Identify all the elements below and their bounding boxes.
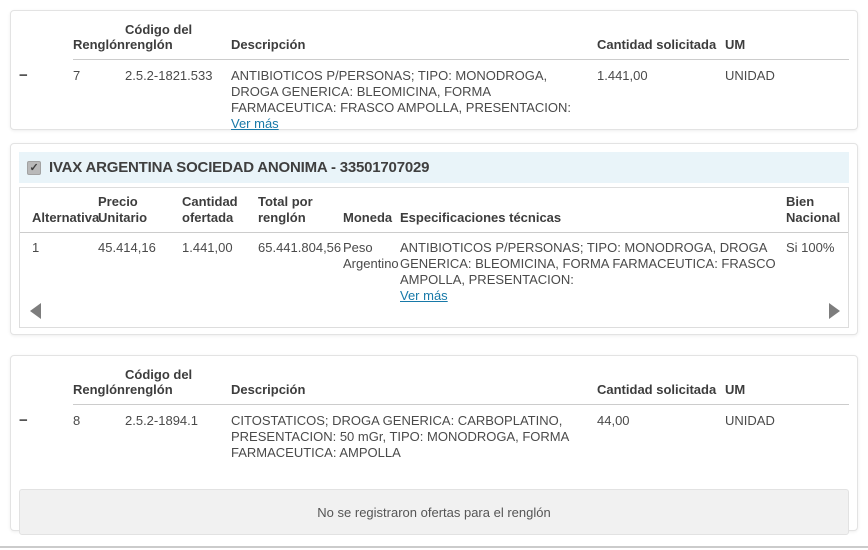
descripcion-text: ANTIBIOTICOS P/PERSONAS; TIPO: MONODROGA…	[231, 68, 571, 115]
table-row: 1 45.414,16 1.441,00 65.441.804,56 Peso …	[20, 233, 848, 305]
oferta-table-container: Alternativa Precio Unitario Cantidad ofe…	[19, 187, 849, 328]
col-header-descripcion: Descripción	[231, 361, 597, 405]
cell-cantidad: 44,00	[597, 413, 630, 428]
scroll-left-arrow-icon[interactable]	[30, 303, 41, 319]
no-offers-message-box: No se registraron ofertas para el rengló…	[19, 489, 849, 535]
renglon-8-table: Renglón Código del renglón Descripción C…	[19, 361, 849, 461]
col-header-um: UM	[725, 361, 849, 405]
cell-renglon: 7	[73, 68, 81, 83]
col-header-precio-unitario: Precio Unitario	[98, 188, 182, 233]
table-row: − 7 2.5.2-1821.533 ANTIBIOTICOS P/PERSON…	[19, 60, 849, 133]
cell-um: UNIDAD	[725, 68, 775, 83]
col-header-alternativa: Alternativa	[20, 188, 99, 233]
no-offers-message: No se registraron ofertas para el rengló…	[317, 504, 551, 520]
renglon-8-card: Renglón Código del renglón Descripción C…	[10, 355, 858, 535]
oferta-table: Alternativa Precio Unitario Cantidad ofe…	[20, 188, 848, 304]
cell-descripcion: CITOSTATICOS; DROGA GENERICA: CARBOPLATI…	[231, 413, 569, 460]
page-bottom-divider	[0, 546, 868, 548]
cell-total-por-renglon: 65.441.804,56	[258, 240, 342, 255]
collapse-minus-icon[interactable]: −	[19, 66, 28, 84]
cell-moneda: Peso Argentino	[343, 240, 399, 271]
col-header-um: UM	[725, 16, 849, 60]
scroll-right-arrow-icon[interactable]	[829, 303, 840, 319]
cell-renglon: 8	[73, 413, 81, 428]
cell-alternativa: 1	[32, 240, 40, 255]
collapse-minus-icon[interactable]: −	[19, 411, 28, 429]
cell-bien-nacional: Si 100%	[786, 240, 835, 255]
cell-codigo: 2.5.2-1894.1	[125, 413, 199, 428]
table-row: − 8 2.5.2-1894.1 CITOSTATICOS; DROGA GEN…	[19, 405, 849, 462]
especificaciones-text: ANTIBIOTICOS P/PERSONAS; TIPO: MONODROGA…	[400, 240, 776, 287]
renglon-7-card: Renglón Código del renglón Descripción C…	[10, 10, 858, 132]
renglon-7-table: Renglón Código del renglón Descripción C…	[19, 16, 849, 132]
cell-especificaciones: ANTIBIOTICOS P/PERSONAS; TIPO: MONODROGA…	[400, 233, 786, 305]
proveedor-header: ✓ IVAX ARGENTINA SOCIEDAD ANONIMA - 3350…	[19, 152, 849, 183]
cell-descripcion: ANTIBIOTICOS P/PERSONAS; TIPO: MONODROGA…	[231, 60, 597, 133]
col-header-moneda: Moneda	[343, 188, 400, 233]
toggle-column-header	[19, 361, 73, 405]
col-header-total-por-renglon: Total por renglón	[258, 188, 343, 233]
col-header-cantidad: Cantidad solicitada	[597, 361, 725, 405]
oferta-card: ✓ IVAX ARGENTINA SOCIEDAD ANONIMA - 3350…	[10, 143, 858, 335]
toggle-column-header	[19, 16, 73, 60]
col-header-renglon: Renglón	[73, 16, 125, 60]
horizontal-scroll-nav	[30, 302, 840, 320]
col-header-descripcion: Descripción	[231, 16, 597, 60]
col-header-cantidad-ofertada: Cantidad ofertada	[182, 188, 258, 233]
proveedor-checkbox-icon[interactable]: ✓	[27, 160, 41, 175]
col-header-renglon: Renglón	[73, 361, 125, 405]
col-header-codigo: Código del renglón	[125, 16, 231, 60]
cell-cantidad-ofertada: 1.441,00	[182, 240, 233, 255]
col-header-especificaciones: Especificaciones técnicas	[400, 188, 786, 233]
cell-cantidad: 1.441,00	[597, 68, 648, 83]
cell-um: UNIDAD	[725, 413, 775, 428]
cell-codigo: 2.5.2-1821.533	[125, 68, 213, 83]
ver-mas-link[interactable]: Ver más	[231, 116, 279, 131]
cell-precio-unitario: 45.414,16	[98, 240, 156, 255]
proveedor-title: IVAX ARGENTINA SOCIEDAD ANONIMA - 335017…	[49, 159, 430, 176]
col-header-bien-nacional: Bien Nacional	[786, 188, 848, 233]
col-header-cantidad: Cantidad solicitada	[597, 16, 725, 60]
ver-mas-link[interactable]: Ver más	[400, 288, 448, 303]
col-header-codigo: Código del renglón	[125, 361, 231, 405]
